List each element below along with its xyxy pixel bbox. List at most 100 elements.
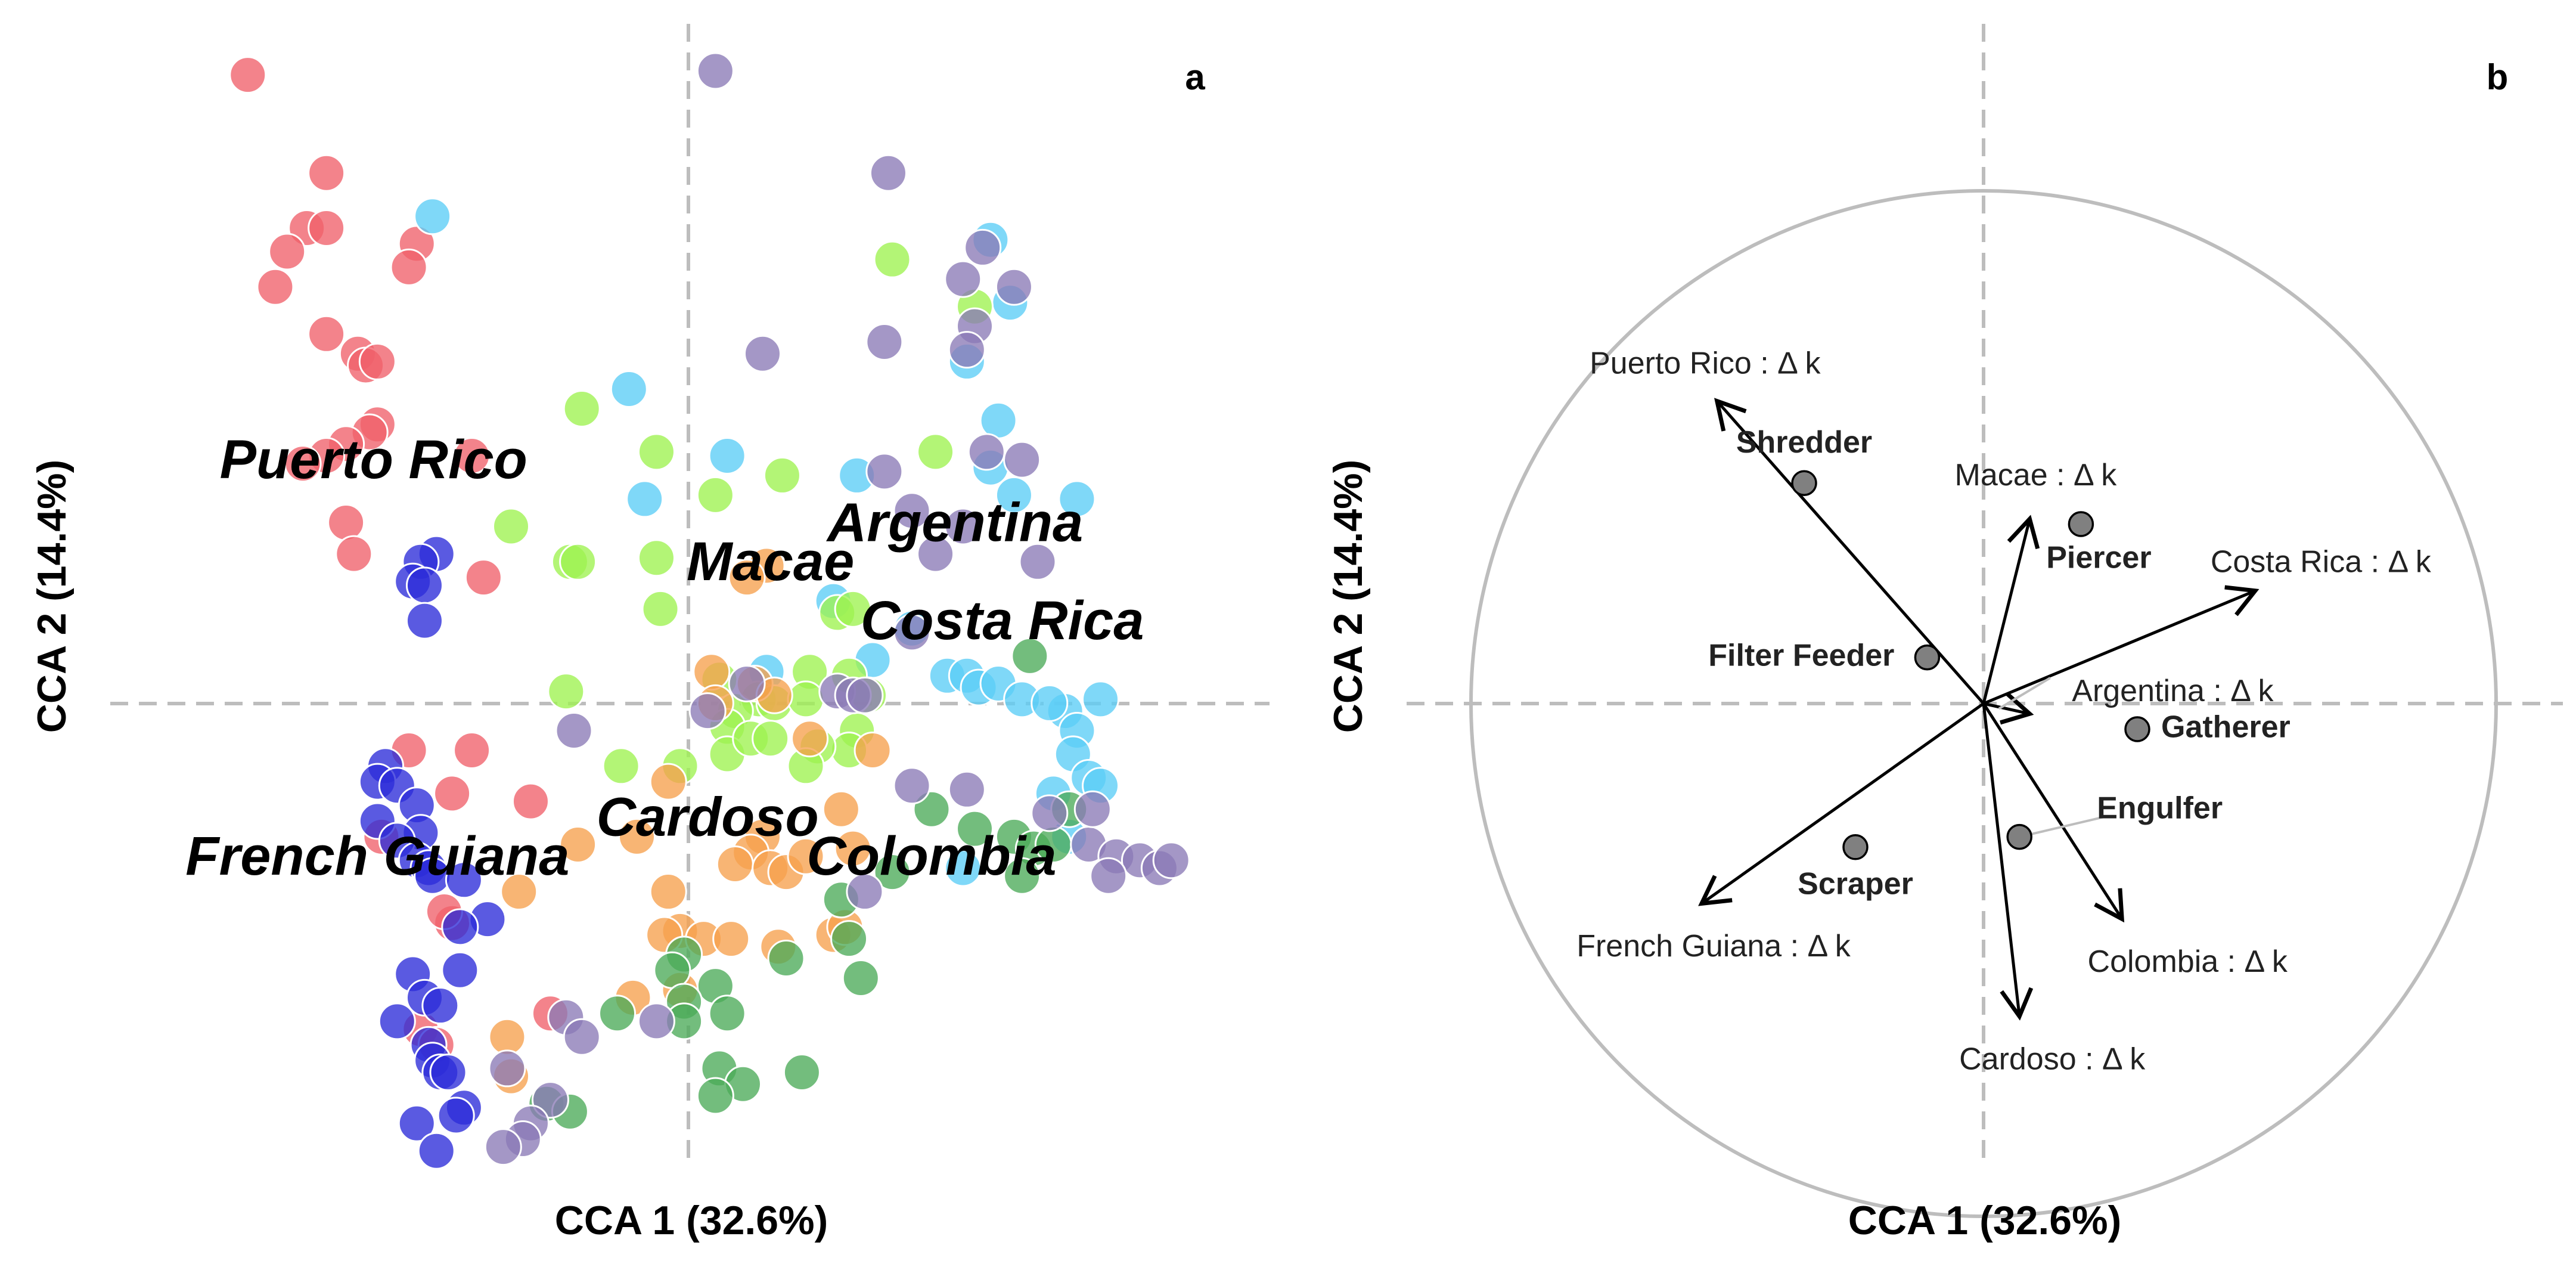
scatter-point <box>917 535 955 573</box>
scatter-point <box>1003 441 1041 479</box>
scatter-point <box>846 676 884 714</box>
scatter-point <box>429 1054 467 1092</box>
scatter-point <box>559 826 597 864</box>
scatter-point <box>783 1054 821 1092</box>
vector-label-cardoso-k: Cardoso : Δ k <box>1959 1042 2146 1076</box>
scatter-point <box>445 861 483 899</box>
scatter-point <box>865 453 904 491</box>
scatter-point <box>791 720 829 758</box>
scatter-point <box>500 873 538 911</box>
scatter-point <box>979 401 1017 439</box>
scatter-point <box>728 664 766 702</box>
scatter-point <box>842 959 880 997</box>
scatter-point <box>822 790 860 828</box>
scatter-point <box>716 845 754 883</box>
scatter-point <box>268 233 306 271</box>
scatter-point <box>728 559 766 597</box>
panel-a-points <box>229 52 1190 1170</box>
panel-b-points: Shredder Piercer Filter Feeder Gatherer Engu… <box>1708 425 2290 902</box>
scatter-point <box>405 566 443 605</box>
scatter-point <box>944 260 982 298</box>
scatter-point <box>555 712 593 750</box>
scatter-point <box>308 209 346 247</box>
panel-a-letter: a <box>1185 57 1205 97</box>
feeding-group-point-piercer <box>2068 511 2094 537</box>
scatter-point <box>893 614 931 652</box>
scatter-point <box>453 731 491 769</box>
site-label-costa-rica: Costa Rica <box>861 590 1144 651</box>
scatter-point <box>944 849 982 887</box>
scatter-point <box>649 873 687 911</box>
panel-b-x-axis-title: CCA 1 (32.6%) <box>1848 1198 2122 1243</box>
scatter-point <box>834 590 872 628</box>
scatter-point <box>696 52 734 90</box>
scatter-point <box>752 720 790 758</box>
scatter-point <box>464 559 502 597</box>
panel-b-unit-circle <box>1469 189 2498 1218</box>
panel-a-y-axis-title: CCA 2 (14.4%) <box>29 460 75 733</box>
scatter-point <box>327 503 365 541</box>
site-label-argentina: Argentina <box>826 492 1083 553</box>
scatter-point <box>763 456 801 494</box>
vector-label-colombia-k: Colombia : Δ k <box>2088 944 2288 979</box>
scatter-point <box>488 1049 526 1088</box>
feeding-group-point-filter-feeder <box>1914 644 1941 671</box>
scatter-point <box>1031 684 1069 722</box>
scatter-point <box>1003 857 1041 895</box>
scatter-point <box>708 436 746 475</box>
panel-a-x-axis-title: CCA 1 (32.6%) <box>555 1198 828 1243</box>
vector-label-costa-rica-k: Costa Rica : Δ k <box>2211 545 2432 580</box>
vector-arrow-macae-k <box>1982 515 2040 704</box>
scatter-point <box>492 507 530 546</box>
scatter-point <box>1152 841 1190 879</box>
scatter-point <box>767 940 805 978</box>
vector-arrow-french-guiana-k <box>1698 702 1985 906</box>
scatter-point <box>256 268 294 306</box>
site-label-puerto-rico: Puerto Rico <box>220 429 527 490</box>
scatter-point <box>696 1077 734 1115</box>
feeding-group-point-gatherer <box>2124 716 2150 742</box>
scatter-point <box>453 436 491 475</box>
scatter-point <box>854 731 892 769</box>
scatter-point <box>414 197 452 236</box>
scatter-point <box>637 539 675 577</box>
scatter-point <box>1073 790 1112 828</box>
scatter-point <box>637 433 675 471</box>
scatter-point <box>1019 543 1057 581</box>
scatter-point <box>511 782 550 820</box>
scatter-point <box>637 1002 675 1040</box>
scatter-point <box>441 908 479 946</box>
scatter-point <box>390 248 428 286</box>
scatter-point <box>869 154 907 192</box>
scatter-point <box>688 692 727 730</box>
scatter-point <box>398 1104 436 1142</box>
scatter-point <box>284 445 322 483</box>
scatter-point <box>787 680 825 718</box>
feeding-group-label-gatherer: Gatherer <box>2161 710 2291 745</box>
scatter-point <box>308 315 346 353</box>
site-label-french-guiana: French Guiana <box>185 826 569 887</box>
scatter-point <box>893 492 931 530</box>
scatter-point <box>995 476 1033 514</box>
scatter-point <box>865 323 904 361</box>
scatter-point <box>964 228 1002 267</box>
scatter-point <box>617 817 656 856</box>
scatter-point <box>712 920 750 958</box>
scatter-point <box>405 602 443 640</box>
scatter-point <box>967 433 1005 471</box>
vector-arrow-argentina-k <box>1983 692 2034 725</box>
feeding-group-point-shredder <box>1791 470 1817 496</box>
scatter-point <box>563 389 601 428</box>
scatter-point <box>846 873 884 911</box>
scatter-point <box>547 673 585 711</box>
site-label-colombia: Colombia <box>806 826 1056 887</box>
panel-b-vectors: Puerto Rico : Δ k Macae : Δ k Costa Rica :… <box>1576 346 2432 1076</box>
scatter-point <box>917 433 955 471</box>
feeding-group-label-piercer: Piercer <box>2046 541 2151 575</box>
scatter-point <box>743 334 781 373</box>
scatter-point <box>873 853 911 891</box>
feeding-group-label-shredder: Shredder <box>1736 425 1872 460</box>
site-label-macae: Macae <box>687 531 854 592</box>
scatter-point <box>308 154 346 192</box>
